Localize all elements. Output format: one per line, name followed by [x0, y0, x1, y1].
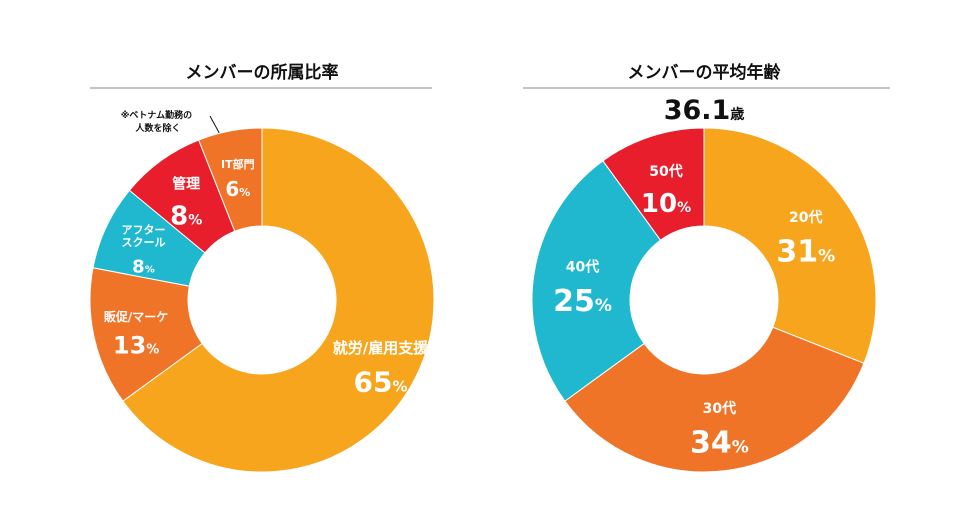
chart-1-label-2: アフタースクール 8% — [121, 224, 165, 278]
chart-1-label-1-unit: % — [146, 343, 159, 358]
chart-1-slice-0 — [122, 127, 435, 473]
chart-2-label-0-unit: % — [818, 246, 835, 266]
chart-1-label-1: 販促/マーケ 13% — [104, 309, 168, 359]
chart-2-slice-3 — [602, 127, 705, 241]
chart-1-label-1-category-line-0: 販促/マーケ — [104, 309, 168, 324]
chart-1-label-3: 管理 8% — [170, 176, 202, 232]
chart-2-label-0-value: 31 — [776, 234, 818, 269]
chart-2-label-1-value: 34 — [690, 425, 732, 460]
chart-1-label-0-category-line-0: 就労/雇用支援 — [333, 339, 429, 357]
chart-2-label-3: 50代 10% — [641, 163, 691, 219]
chart-1-label-4-value: 6 — [225, 177, 239, 201]
chart-1-label-0: 就労/雇用支援 65% — [333, 339, 429, 399]
chart-2-label-1: 30代 34% — [690, 400, 749, 461]
chart-2-slice-2 — [531, 160, 662, 402]
average-age: 36.1歳 — [664, 95, 745, 126]
chart-1-label-4-unit: % — [239, 186, 250, 199]
chart-1-label-3-category-line-0: 管理 — [172, 176, 200, 193]
chart-1-label-0-value: 65 — [354, 366, 393, 399]
average-age-value: 36.1 — [664, 95, 731, 126]
chart-2-slice-0 — [703, 127, 877, 364]
average-age-unit: 歳 — [730, 106, 744, 123]
chart-2-label-0: 20代 31% — [776, 209, 835, 270]
chart-2-label-3-category-line-0: 50代 — [649, 163, 682, 180]
chart-1-label-4-category-line-0: IT部門 — [221, 157, 255, 171]
chart-1-annotation-line-2: 人数を除く — [134, 122, 180, 134]
donut-chart-age: 20代 31% 30代 34% 40代 25% 50代 10% — [531, 127, 877, 473]
chart-1-label-0-unit: % — [392, 378, 407, 396]
chart-1-slice-4 — [198, 127, 263, 232]
chart-1-title: メンバーの所属比率 — [186, 62, 339, 83]
chart-2-label-3-value: 10 — [641, 189, 677, 219]
chart-2-slice-1 — [564, 326, 865, 473]
chart-2-label-0-category-line-0: 20代 — [789, 209, 822, 226]
chart-1-label-1-value: 13 — [113, 332, 146, 360]
chart-2-label-2-value: 25 — [553, 284, 595, 319]
chart-2-label-3-unit: % — [677, 200, 691, 216]
chart-1-label-4: IT部門 6% — [221, 157, 255, 201]
chart-1-label-2-unit: % — [145, 265, 155, 276]
chart-1-label-2-category-line-0: アフター — [121, 224, 165, 237]
chart-2-label-1-unit: % — [732, 437, 749, 457]
chart-2-label-2: 40代 25% — [553, 259, 612, 320]
chart-1-label-2-value: 8 — [132, 257, 145, 278]
chart-2-title: メンバーの平均年齢 — [628, 62, 782, 83]
donut-chart-affiliation: 就労/雇用支援 65% 販促/マーケ 13% アフタースクール 8% 管理 8% IT部門 6% — [89, 127, 435, 473]
chart-1-label-3-value: 8 — [170, 202, 188, 232]
chart-2-label-1-category-line-0: 30代 — [703, 400, 736, 417]
chart-1-label-2-category-line-1: スクール — [121, 236, 165, 249]
chart-1-label-3-unit: % — [188, 213, 202, 229]
chart-1-annotation-line-1: ※ベトナム勤務の — [121, 109, 192, 121]
chart-1-annotation: ※ベトナム勤務の 人数を除く — [121, 109, 196, 134]
chart-2-label-2-category-line-0: 40代 — [566, 259, 599, 276]
chart-2-label-2-unit: % — [595, 296, 612, 316]
